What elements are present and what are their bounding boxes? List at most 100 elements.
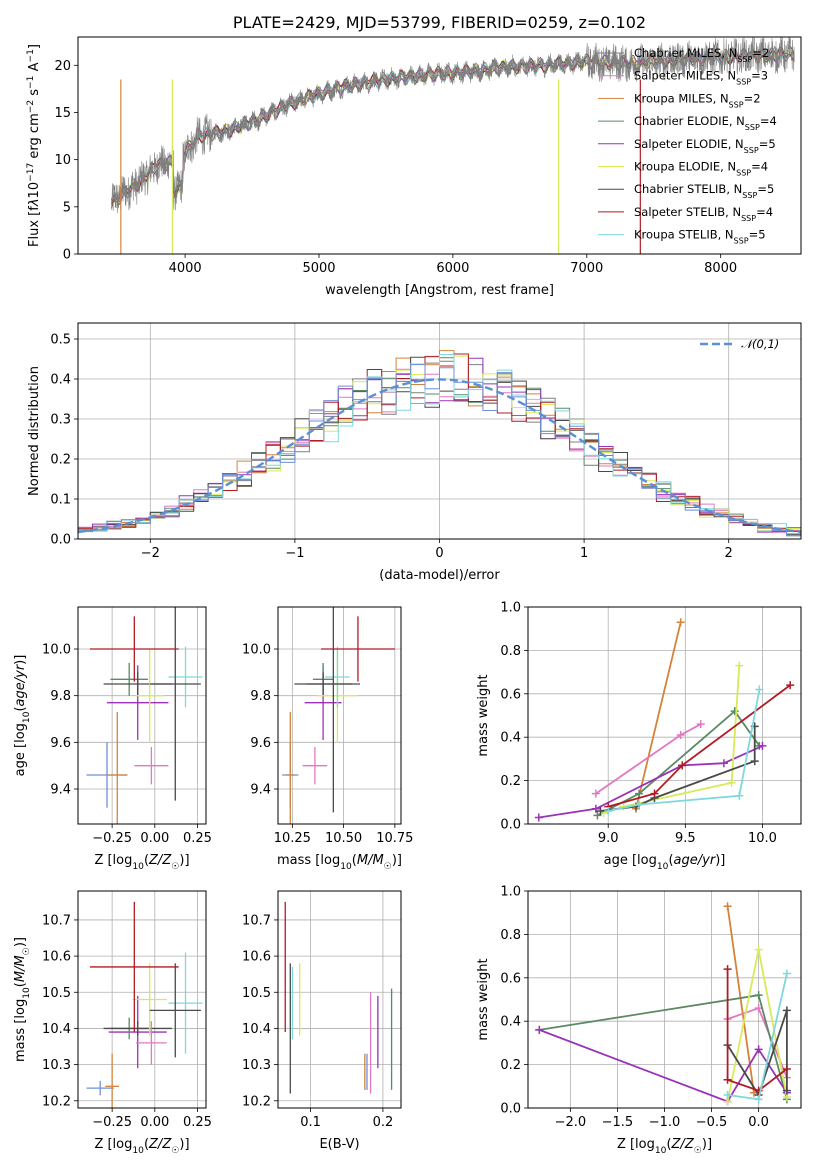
chart-title: PLATE=2429, MJD=53799, FIBERID=0259, z=0… bbox=[233, 13, 646, 32]
weight-marker bbox=[735, 791, 744, 800]
weight-marker bbox=[754, 1045, 763, 1054]
x-tick-label: 4000 bbox=[169, 261, 202, 276]
x-tick-label: −1.0 bbox=[649, 1115, 681, 1130]
y-tick-label: 10.7 bbox=[242, 913, 271, 928]
weight-marker bbox=[678, 761, 687, 770]
weight-marker bbox=[754, 991, 763, 1000]
weight-marker bbox=[650, 789, 659, 798]
weight-series bbox=[604, 685, 764, 815]
legend-label: Salpeter STELIB, NSSP=4 bbox=[634, 205, 773, 223]
weight_vs_age-frame bbox=[527, 606, 802, 825]
histograms bbox=[78, 350, 801, 538]
legend-label: 𝒩(0,1) bbox=[741, 337, 779, 351]
x-tick-label: 10.25 bbox=[274, 831, 311, 846]
y-tick-label: 9.4 bbox=[250, 783, 271, 798]
weight-series bbox=[604, 681, 795, 811]
x-tick-label: −0.25 bbox=[92, 1115, 132, 1130]
errorbar-point bbox=[103, 1021, 172, 1036]
weight-marker bbox=[723, 1090, 732, 1099]
x-axis-label: Z [log10(Z/Z☉)] bbox=[94, 853, 189, 872]
errorbar-point bbox=[107, 712, 128, 824]
x-tick-label: −0.5 bbox=[696, 1115, 728, 1130]
y-tick-label: 9.6 bbox=[250, 736, 271, 751]
weight-series bbox=[723, 969, 791, 1104]
y-tick-label: 0.6 bbox=[500, 687, 521, 702]
weight-line bbox=[726, 906, 755, 1093]
x-tick-label: 10.75 bbox=[376, 831, 413, 846]
x-tick-label: 0.25 bbox=[183, 1115, 212, 1130]
y-tick-label: 0.2 bbox=[500, 774, 521, 789]
errorbar-point bbox=[136, 649, 164, 743]
x-tick-label: 1 bbox=[580, 546, 588, 561]
y-tick-label: 1.0 bbox=[500, 885, 521, 900]
mass_vs_ebv-points bbox=[284, 901, 393, 1094]
weight-marker bbox=[754, 1095, 763, 1104]
y-tick-label: 5 bbox=[63, 200, 71, 215]
weight-marker bbox=[676, 618, 685, 627]
y-tick-label: 0.1 bbox=[50, 493, 71, 508]
y-tick-label: 0.0 bbox=[500, 818, 521, 833]
y-tick-label: 9.8 bbox=[250, 689, 271, 704]
weight-marker bbox=[535, 1025, 544, 1034]
y-tick-label: 15 bbox=[54, 106, 71, 121]
y-tick-label: 10.5 bbox=[242, 986, 271, 1001]
y-tick-label: 10 bbox=[54, 153, 71, 168]
weight_vs_Z-frame bbox=[527, 890, 802, 1109]
age_vs_Z-frame bbox=[77, 606, 207, 825]
errorbar-point bbox=[132, 963, 167, 1036]
weight-marker bbox=[723, 1075, 732, 1084]
y-axis-label: mass weight bbox=[476, 958, 491, 1040]
legend-label: Kroupa STELIB, NSSP=5 bbox=[634, 228, 766, 246]
y-tick-label: 0.4 bbox=[500, 1015, 521, 1030]
x-tick-label: 0.25 bbox=[183, 831, 212, 846]
y-tick-label: 10.4 bbox=[242, 1022, 271, 1037]
x-tick-label: 5000 bbox=[302, 261, 335, 276]
y-tick-label: 10.3 bbox=[42, 1058, 71, 1073]
weight-series bbox=[723, 965, 791, 1095]
x-tick-label: 10.0 bbox=[748, 831, 777, 846]
legend: Chabrier MILES, NSSP=2 Salpeter MILES, NS… bbox=[598, 46, 777, 245]
legend-label: Salpeter ELODIE, NSSP=5 bbox=[634, 137, 776, 155]
x-tick-label: 0.1 bbox=[300, 1115, 321, 1130]
mass_vs_ebv-axes: 0.1 0.2 10.2 10.3 10.4 10.5 10.6 10.7 bbox=[242, 891, 401, 1130]
x-axis-label: (data-model)/error bbox=[379, 568, 500, 583]
x-tick-label: 10.50 bbox=[325, 831, 362, 846]
weight-marker bbox=[635, 800, 644, 809]
residuals-axes: −2 −1 0 1 2 0.0 0.1 0.2 0.3 0.4 0.5 bbox=[50, 323, 801, 561]
weight-marker bbox=[754, 945, 763, 954]
errorbar-point bbox=[302, 747, 328, 785]
y-tick-label: 0 bbox=[63, 248, 71, 263]
weight-marker bbox=[755, 685, 764, 694]
legend-label: Kroupa MILES, NSSP=2 bbox=[634, 91, 761, 109]
weight-line bbox=[607, 684, 791, 808]
x-tick-label: −1.5 bbox=[602, 1115, 634, 1130]
y-tick-label: 0.8 bbox=[500, 644, 521, 659]
weight-marker bbox=[676, 731, 685, 740]
mass_vs_Z-points bbox=[86, 901, 203, 1108]
weight_vs_age-lines bbox=[534, 618, 795, 822]
weight-marker bbox=[696, 720, 705, 729]
y-tick-label: 0.0 bbox=[500, 1102, 521, 1117]
x-tick-label: 7000 bbox=[570, 261, 603, 276]
mass_vs_ebv-frame bbox=[277, 890, 402, 1109]
x-tick-label: 6000 bbox=[436, 261, 469, 276]
errorbar-point bbox=[149, 963, 201, 1058]
x-axis-label: wavelength [Angstrom, rest frame] bbox=[325, 283, 554, 298]
y-tick-label: 10.0 bbox=[42, 643, 71, 658]
y-tick-label: 10.4 bbox=[42, 1022, 71, 1037]
x-axis-label: mass [log10(M/M☉)] bbox=[277, 853, 402, 872]
weight-marker bbox=[782, 1086, 791, 1095]
errorbar-point bbox=[110, 663, 148, 696]
y-tick-label: 10.5 bbox=[42, 986, 71, 1001]
x-tick-label: 8000 bbox=[704, 261, 737, 276]
age_vs_mass-axes: 10.25 10.50 10.75 9.4 9.6 9.8 10.0 bbox=[242, 607, 413, 846]
y-tick-label: 9.4 bbox=[50, 783, 71, 798]
x-tick-label: −2.0 bbox=[555, 1115, 587, 1130]
age_vs_Z-axes: −0.25 0.00 0.25 9.4 9.6 9.8 10.0 bbox=[42, 607, 212, 846]
errorbar-point bbox=[168, 646, 203, 708]
x-tick-label: 9.5 bbox=[675, 831, 696, 846]
y-tick-label: 20 bbox=[54, 59, 71, 74]
x-tick-label: −2 bbox=[141, 546, 160, 561]
weight-marker bbox=[635, 789, 644, 798]
